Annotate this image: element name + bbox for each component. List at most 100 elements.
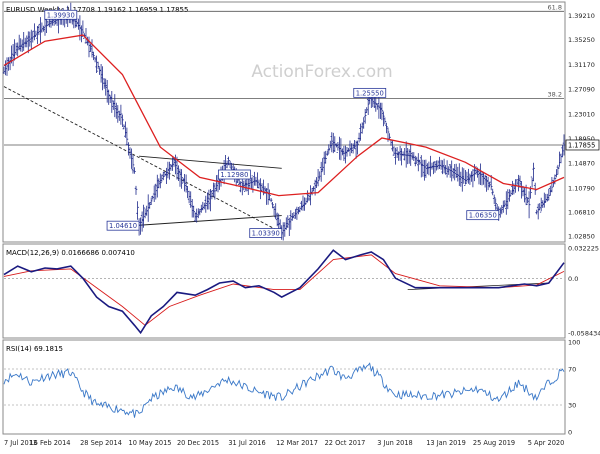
price-bar [271,202,274,209]
price-bar [415,156,419,164]
x-axis-tick-label: 22 Oct 2017 [325,439,366,447]
price-bar [561,144,564,158]
price-bar [329,140,332,150]
price-bar [289,210,293,230]
price-bar [395,147,399,158]
price-bar [555,169,558,178]
price-bar [467,168,470,184]
price-bar [310,188,314,196]
price-bar [339,138,343,161]
x-axis-tick-label: 28 Sep 2014 [80,439,122,447]
price-bar [397,151,400,161]
price-bar [360,122,364,134]
price-bar [506,189,510,210]
price-bar [448,164,452,178]
price-bar [312,186,315,192]
price-bar [558,151,561,169]
price-bar [511,180,514,195]
price-bar [195,208,198,223]
price-bar [489,175,493,191]
price-bar [142,204,145,228]
price-bar [543,192,546,208]
price-bar [34,30,38,37]
price-bar [439,159,443,170]
price-bar [86,36,89,46]
x-axis-tick-label: 25 Aug 2019 [473,439,515,447]
price-bar [98,66,101,75]
price-bar [19,38,22,52]
price-bar [351,143,355,154]
price-bar [291,213,294,221]
price-bar [451,168,455,179]
price-bar [136,201,139,220]
price-bar [461,167,464,192]
price-bar [527,191,531,219]
price-bar [134,185,138,195]
price-annotation-box [218,169,251,180]
price-bar [450,160,453,182]
price-bar [230,162,233,170]
price-bar [115,102,118,119]
price-axis-tick-label: 1.14870 [568,160,595,168]
price-bar [269,198,273,203]
price-bar [539,197,543,213]
price-bar [552,179,555,187]
price-bar [184,174,188,193]
price-axis-tick-label: 1.02850 [568,232,595,240]
price-bar [288,217,291,236]
price-bar [541,200,545,208]
price-bar [471,169,475,188]
price-bar [464,170,467,186]
price-bar [319,161,323,182]
price-bar [556,164,560,175]
price-bar [324,150,327,164]
price-annotation-label: 1.03390 [252,230,280,238]
price-bar [257,179,261,189]
price-bar [385,122,388,134]
price-bar [445,160,449,178]
price-bar [335,143,338,148]
price-bar [432,161,435,175]
axis-layer: 1.39210 1.35250 1.31170 1.27090 1.23010 1.189… [4,12,600,447]
price-bar [392,146,396,156]
x-axis-tick-label: 7 Jul 2013 [4,439,37,447]
price-bar [499,207,502,218]
price-bar [133,167,136,174]
price-bar [424,159,428,178]
price-bar [394,147,397,165]
price-bar [477,168,481,185]
price-bar [410,152,414,160]
price-bar [285,217,288,230]
price-annotation-box [249,228,283,238]
price-bar [407,149,411,164]
price-bar [206,192,209,210]
price-bar [362,117,365,129]
price-bar [363,109,367,124]
price-bar [327,144,331,154]
price-bar [124,121,127,138]
price-bar [356,140,359,155]
price-bar [237,178,241,186]
price-bar [254,176,258,186]
trendline [139,215,282,226]
rsi-axis-tick-label: 70 [568,366,576,374]
price-bar [470,171,473,182]
price-bar [110,91,114,113]
price-bar [418,159,422,165]
price-bar [347,147,350,152]
price-bar [417,153,420,172]
price-bar [186,186,189,199]
price-bar [304,197,308,205]
fib-level-label: 61.8 [548,3,562,11]
price-bar [316,169,320,187]
price-annotation-box [353,87,387,98]
price-annotation-label: 1.04610 [109,222,137,230]
price-bar [178,168,182,187]
price-bar [125,127,129,146]
price-axis-tick-label: 1.06810 [568,208,595,216]
price-bar [454,163,458,178]
rsi-line [3,362,565,418]
price-bar [81,20,85,37]
x-axis-tick-label: 31 Jul 2016 [228,439,265,447]
price-bar [259,178,262,200]
